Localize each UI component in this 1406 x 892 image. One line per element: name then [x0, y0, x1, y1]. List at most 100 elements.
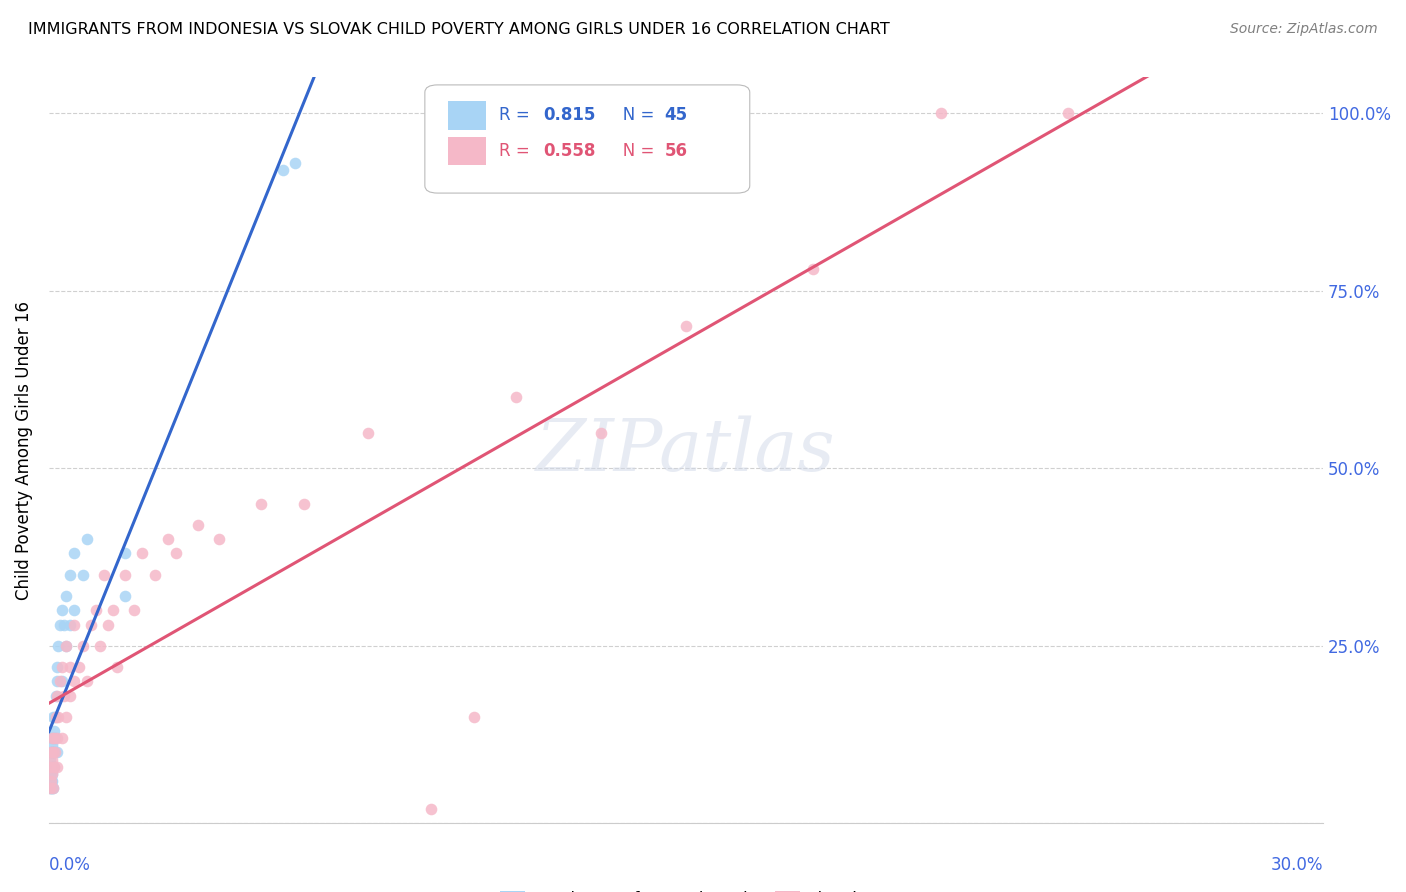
FancyBboxPatch shape	[447, 137, 486, 166]
Point	[51, 660, 73, 674]
Point	[44, 746, 66, 760]
Point	[93, 567, 115, 582]
Point	[46, 759, 69, 773]
Point	[46, 689, 69, 703]
Point	[42, 746, 65, 760]
Point	[143, 567, 166, 582]
Point	[38, 780, 60, 795]
Point	[38, 766, 60, 780]
Point	[44, 746, 66, 760]
FancyBboxPatch shape	[425, 85, 749, 193]
Point	[42, 759, 65, 773]
Point	[42, 746, 65, 760]
Point	[52, 617, 75, 632]
Point	[52, 689, 75, 703]
Point	[356, 425, 378, 440]
Text: 0.0%: 0.0%	[49, 855, 91, 873]
Point	[84, 603, 107, 617]
Point	[39, 773, 62, 788]
FancyBboxPatch shape	[447, 102, 486, 129]
Text: IMMIGRANTS FROM INDONESIA VS SLOVAK CHILD POVERTY AMONG GIRLS UNDER 16 CORRELATI: IMMIGRANTS FROM INDONESIA VS SLOVAK CHIL…	[28, 22, 890, 37]
Point	[45, 689, 67, 703]
Text: Source: ZipAtlas.com: Source: ZipAtlas.com	[1230, 22, 1378, 37]
Point	[1057, 106, 1080, 120]
Point	[591, 425, 613, 440]
Point	[187, 518, 209, 533]
Point	[41, 766, 63, 780]
Point	[675, 319, 697, 334]
Point	[44, 731, 66, 746]
Point	[101, 603, 124, 617]
Point	[39, 752, 62, 766]
Point	[420, 802, 443, 816]
Point	[51, 731, 73, 746]
Point	[80, 617, 103, 632]
Point	[42, 780, 65, 795]
Point	[46, 746, 69, 760]
Point	[97, 617, 120, 632]
Point	[45, 710, 67, 724]
Point	[72, 639, 94, 653]
Point	[165, 546, 187, 560]
Point	[55, 589, 77, 603]
Point	[51, 674, 73, 689]
Point	[63, 603, 86, 617]
Point	[48, 674, 70, 689]
Point	[42, 724, 65, 739]
Point	[63, 674, 86, 689]
Point	[803, 262, 825, 277]
Point	[44, 710, 66, 724]
Point	[292, 497, 315, 511]
Point	[250, 497, 273, 511]
Point	[45, 674, 67, 689]
Text: N =: N =	[607, 143, 659, 161]
Point	[46, 660, 69, 674]
Point	[41, 766, 63, 780]
Point	[41, 759, 63, 773]
Point	[39, 773, 62, 788]
Point	[41, 752, 63, 766]
Point	[39, 759, 62, 773]
Point	[55, 710, 77, 724]
Point	[42, 710, 65, 724]
Point	[42, 780, 65, 795]
Point	[76, 674, 98, 689]
Point	[114, 589, 136, 603]
Point	[105, 660, 128, 674]
Point	[59, 617, 82, 632]
Text: 45: 45	[665, 106, 688, 125]
Point	[76, 533, 98, 547]
Point	[39, 759, 62, 773]
Text: N =: N =	[607, 106, 659, 125]
Text: R =: R =	[499, 106, 534, 125]
Point	[41, 780, 63, 795]
Point	[89, 639, 111, 653]
Point	[59, 567, 82, 582]
Text: 56: 56	[665, 143, 688, 161]
Text: ZIPatlas: ZIPatlas	[536, 415, 837, 486]
Point	[67, 660, 90, 674]
Point	[39, 746, 62, 760]
Point	[131, 546, 153, 560]
Point	[48, 617, 70, 632]
Point	[46, 710, 69, 724]
Legend: Immigrants from Indonesia, Slovaks: Immigrants from Indonesia, Slovaks	[494, 884, 879, 892]
Text: 30.0%: 30.0%	[1271, 855, 1323, 873]
Point	[46, 639, 69, 653]
Point	[41, 746, 63, 760]
Point	[929, 106, 952, 120]
Point	[284, 155, 307, 169]
Point	[41, 731, 63, 746]
Point	[39, 746, 62, 760]
Point	[63, 546, 86, 560]
Point	[208, 533, 231, 547]
Point	[122, 603, 145, 617]
Point	[51, 603, 73, 617]
Y-axis label: Child Poverty Among Girls Under 16: Child Poverty Among Girls Under 16	[15, 301, 32, 600]
Point	[63, 617, 86, 632]
Point	[39, 773, 62, 788]
Point	[41, 731, 63, 746]
Point	[38, 780, 60, 795]
Point	[41, 739, 63, 753]
Text: 0.815: 0.815	[543, 106, 596, 125]
